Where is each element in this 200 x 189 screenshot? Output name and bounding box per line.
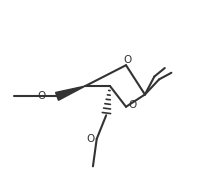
Text: O: O	[37, 91, 45, 101]
Text: O: O	[86, 134, 94, 144]
Text: O: O	[123, 55, 131, 64]
Polygon shape	[55, 86, 85, 100]
Text: O: O	[128, 100, 136, 110]
